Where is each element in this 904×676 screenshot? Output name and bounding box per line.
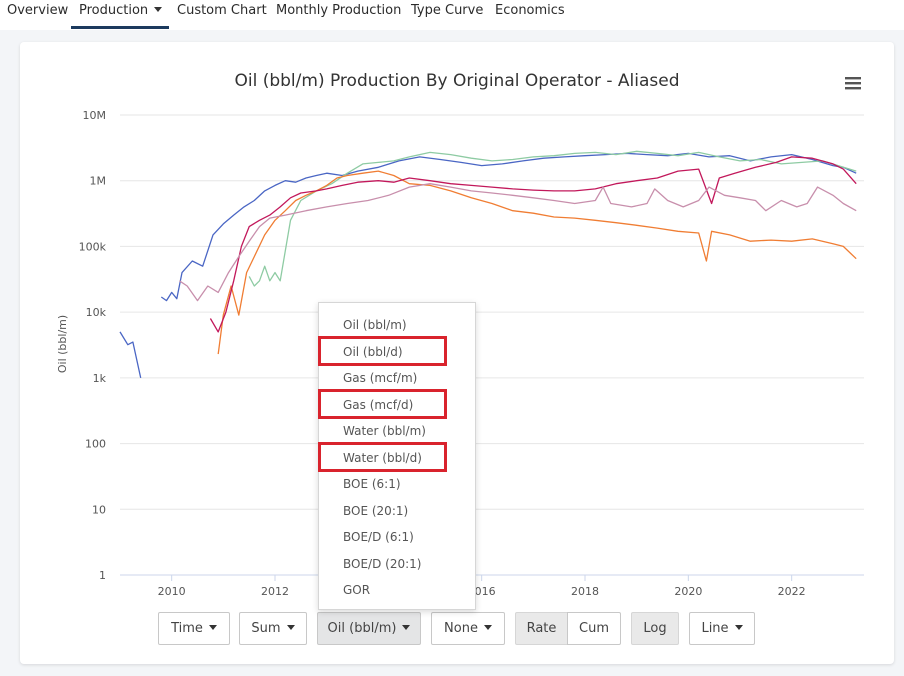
y-tick-label: 1M [90, 175, 107, 188]
cum-toggle[interactable]: Cum [567, 612, 621, 645]
y-tick-labels: 10M 1M 100k 10k 1k 100 10 1 [79, 109, 107, 582]
menu-item-water-bbl-m[interactable]: Water (bbl/m) [343, 424, 426, 438]
tab-economics[interactable]: Economics [495, 3, 565, 18]
tab-production[interactable]: Production [79, 3, 163, 18]
time-dropdown-button[interactable]: Time [158, 612, 230, 645]
log-toggle[interactable]: Log [631, 612, 679, 645]
y-tick-label: 100k [79, 240, 107, 253]
hamburger-menu-icon[interactable] [845, 77, 861, 90]
measure-label: Oil (bbl/m) [327, 621, 397, 636]
group-label: None [444, 621, 478, 636]
chevron-down-icon [734, 625, 743, 630]
y-tick-label: 1k [93, 372, 107, 385]
top-nav: Overview Production Custom Chart Monthly… [0, 0, 904, 30]
chevron-down-icon [402, 625, 411, 630]
menu-item-oil-bbl-d[interactable]: Oil (bbl/d) [343, 345, 403, 359]
y-axis-label: Oil (bbl/m) [56, 315, 69, 373]
grid [120, 114, 864, 581]
x-tick-label: 2012 [261, 585, 289, 598]
tab-production-label: Production [79, 3, 149, 18]
x-tick-label: 2020 [674, 585, 702, 598]
chevron-down-icon [208, 625, 217, 630]
menu-item-gas-mcf-m[interactable]: Gas (mcf/m) [343, 371, 418, 385]
measure-dropdown-menu: Oil (bbl/m) Oil (bbl/d) Gas (mcf/m) Gas … [318, 302, 476, 610]
x-tick-label: 2018 [571, 585, 599, 598]
x-tick-label: 2022 [778, 585, 806, 598]
time-label: Time [171, 621, 203, 636]
rate-toggle[interactable]: Rate [515, 612, 568, 645]
series-lines [119, 150, 857, 379]
line-dropdown-button[interactable]: Line [689, 612, 755, 645]
y-tick-label: 10 [92, 503, 106, 516]
tab-type-curve[interactable]: Type Curve [411, 3, 484, 18]
menu-item-boed-6-1[interactable]: BOE/D (6:1) [343, 530, 414, 544]
measure-dropdown-button[interactable]: Oil (bbl/m) [317, 612, 421, 645]
line-label: Line [701, 621, 729, 636]
group-dropdown-button[interactable]: None [431, 612, 505, 645]
menu-item-boe-6-1[interactable]: BOE (6:1) [343, 477, 401, 491]
tab-overview[interactable]: Overview [7, 3, 69, 18]
x-tick-label: 2010 [158, 585, 186, 598]
tab-monthly-production[interactable]: Monthly Production [276, 3, 402, 18]
x-tick-labels: 2010201220142016201820202022 [158, 585, 806, 598]
series-line [209, 156, 857, 333]
y-tick-label: 100 [85, 438, 106, 451]
chevron-down-icon [154, 7, 163, 12]
menu-item-oil-bbl-m[interactable]: Oil (bbl/m) [343, 318, 407, 332]
y-tick-label: 10k [86, 306, 107, 319]
active-tab-indicator [71, 26, 169, 29]
series-line [179, 183, 857, 302]
menu-item-gas-mcf-d[interactable]: Gas (mcf/d) [343, 398, 414, 412]
sum-label: Sum [251, 621, 281, 636]
series-line [248, 150, 857, 287]
chart-title: Oil (bbl/m) Production By Original Opera… [234, 71, 679, 91]
menu-item-gor[interactable]: GOR [343, 583, 371, 597]
menu-item-boed-20-1[interactable]: BOE/D (20:1) [343, 557, 422, 571]
menu-item-water-bbl-d[interactable]: Water (bbl/d) [343, 451, 422, 465]
chevron-down-icon [483, 625, 492, 630]
series-line [119, 331, 142, 379]
y-tick-label: 1 [99, 569, 106, 582]
sum-dropdown-button[interactable]: Sum [239, 612, 307, 645]
series-line [160, 152, 857, 302]
y-tick-label: 10M [83, 109, 107, 122]
series-line [217, 170, 857, 355]
chevron-down-icon [286, 625, 295, 630]
tab-custom-chart[interactable]: Custom Chart [177, 3, 267, 18]
menu-item-boe-20-1[interactable]: BOE (20:1) [343, 504, 409, 518]
